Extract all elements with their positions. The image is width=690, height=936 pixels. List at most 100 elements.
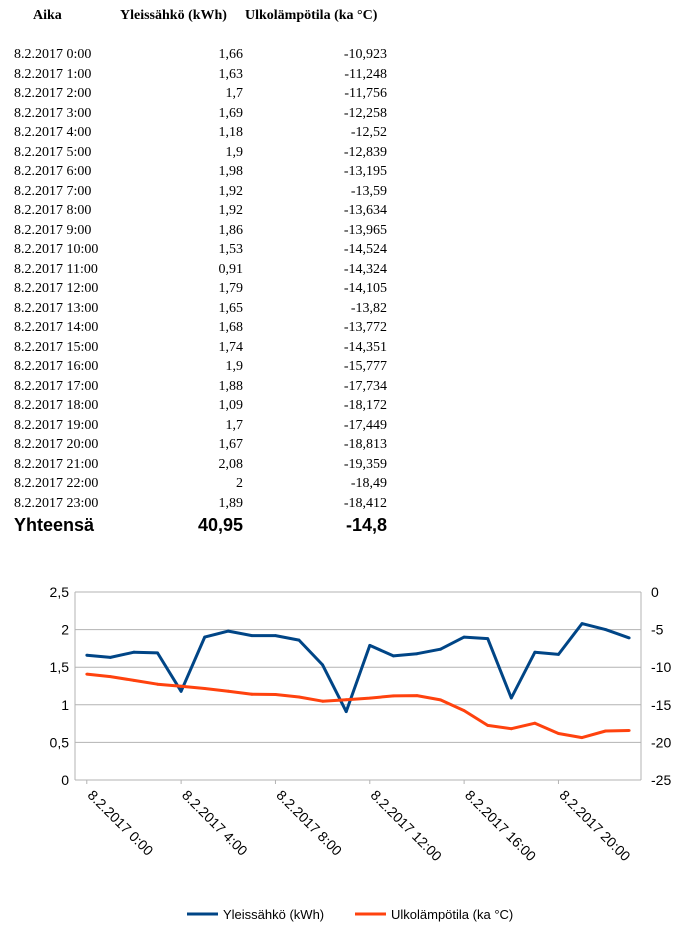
row-temp: -13,634 (343, 203, 387, 218)
row-time: 8.2.2017 2:00 (14, 86, 92, 101)
x-tick-label: 8.2.2017 20:00 (556, 787, 634, 865)
table-row: 8.2.2017 16:00 1,9 -15,777 (0, 359, 690, 378)
data-point (321, 699, 324, 703)
row-kwh: 1,92 (218, 203, 244, 218)
table-row: 8.2.2017 10:00 1,53 -14,524 (0, 242, 690, 261)
x-tick-label: 8.2.2017 8:00 (273, 787, 345, 859)
header-time: Aika (33, 8, 62, 23)
data-point (274, 693, 277, 696)
row-temp: -11,248 (344, 66, 387, 82)
row-temp: -17,734 (343, 378, 387, 394)
data-point (85, 672, 89, 676)
line-chart: 0 0,5 1 1,5 2 2,5 -25 -20 -15 -10 -5 0 8.2.2017 0:… (50, 584, 672, 922)
row-temp: -17,449 (343, 417, 387, 433)
data-point (274, 634, 277, 637)
row-temp: -18,49 (350, 476, 387, 491)
data-point (580, 622, 584, 625)
row-temp: -13,59 (350, 183, 387, 199)
row-time: 8.2.2017 4:00 (14, 125, 92, 140)
row-temp: -13,965 (343, 222, 387, 238)
row-kwh: 1,69 (218, 105, 244, 121)
x-tick-label: 8.2.2017 16:00 (462, 787, 540, 865)
row-time: 8.2.2017 9:00 (14, 222, 92, 238)
legend-label-temp: Ulkolämpötila (ka °C) (391, 907, 513, 922)
row-time: 8.2.2017 1:00 (14, 66, 92, 82)
row-temp: -14,351 (343, 339, 387, 355)
data-point (533, 650, 537, 654)
data-point (203, 687, 207, 690)
data-point (604, 628, 607, 631)
row-temp: -13,82 (350, 300, 387, 316)
table-row: 8.2.2017 4:00 1,18 -12,52 (0, 125, 690, 144)
data-point (509, 696, 513, 700)
row-time: 8.2.2017 20:00 (14, 437, 99, 452)
row-kwh: 1,67 (218, 437, 244, 452)
row-temp: -14,524 (343, 242, 387, 257)
data-point (344, 710, 348, 713)
left-tick-label: 1,5 (50, 659, 70, 675)
row-kwh: 1,9 (225, 144, 244, 160)
total-temp: -14,8 (345, 515, 387, 535)
table-row: 8.2.2017 20:00 1,67 -18,813 (0, 437, 690, 456)
data-point (297, 695, 301, 699)
row-time: 8.2.2017 10:00 (14, 242, 99, 257)
data-point (533, 721, 537, 725)
header-kwh: Yleissähkö (kWh) (120, 8, 227, 23)
left-axis-ticks: 0 0,5 1 1,5 2 2,5 (50, 584, 70, 788)
row-temp: -19,359 (343, 456, 387, 472)
x-tick-label: 8.2.2017 12:00 (368, 787, 446, 865)
data-point (132, 650, 136, 654)
data-point (344, 698, 348, 702)
row-kwh: 1,74 (218, 339, 244, 355)
row-time: 8.2.2017 6:00 (14, 164, 92, 179)
row-temp: -13,772 (343, 320, 387, 335)
table-row: 8.2.2017 14:00 1,68 -13,772 (0, 320, 690, 339)
row-kwh: 1,65 (218, 300, 244, 316)
row-kwh: 2,08 (218, 456, 244, 472)
x-axis-ticks: 8.2.2017 0:00 8.2.2017 4:00 8.2.2017 8:00 8… (85, 787, 634, 865)
row-temp: -14,324 (343, 261, 387, 277)
x-tick-label: 8.2.2017 4:00 (179, 787, 251, 859)
row-kwh: 1,88 (218, 378, 244, 394)
left-tick-label: 1 (61, 697, 69, 713)
row-time: 8.2.2017 23:00 (14, 495, 99, 511)
row-time: 8.2.2017 14:00 (14, 320, 99, 335)
total-label: Yhteensä (14, 515, 95, 535)
table-row: 8.2.2017 8:00 1,92 -13,634 (0, 203, 690, 222)
table-row: 8.2.2017 1:00 1,63 -11,248 (0, 67, 690, 86)
row-temp: -11,756 (344, 86, 387, 101)
row-kwh: 1,86 (218, 222, 244, 238)
row-time: 8.2.2017 21:00 (14, 456, 99, 472)
row-kwh: 1,98 (218, 164, 244, 179)
table-row: 8.2.2017 12:00 1,79 -14,105 (0, 281, 690, 300)
series-line-temp (86, 672, 630, 740)
row-kwh: 1,79 (218, 281, 244, 296)
data-point (179, 684, 183, 688)
header-temp: Ulkolämpötila (ka °C) (245, 8, 378, 23)
row-time: 8.2.2017 5:00 (14, 144, 92, 160)
data-point (132, 679, 136, 682)
row-temp: -18,172 (343, 398, 387, 413)
row-kwh: 1,53 (218, 242, 244, 257)
table-row: 8.2.2017 6:00 1,98 -13,195 (0, 164, 690, 183)
row-kwh: 1,09 (218, 398, 244, 413)
row-kwh: 1,89 (218, 495, 244, 511)
table-row: 8.2.2017 15:00 1,74 -14,351 (0, 340, 690, 359)
data-point (509, 727, 513, 731)
data-point (85, 653, 89, 657)
right-tick-label: -15 (651, 697, 671, 713)
right-tick-label: -20 (651, 734, 671, 750)
table-row: 8.2.2017 7:00 1,92 -13,59 (0, 184, 690, 203)
row-time: 8.2.2017 19:00 (14, 417, 99, 433)
data-point (580, 736, 584, 739)
row-kwh: 1,9 (225, 359, 244, 374)
table-row: 8.2.2017 21:00 2,08 -19,359 (0, 457, 690, 476)
row-kwh: 1,66 (218, 47, 244, 62)
row-time: 8.2.2017 17:00 (14, 378, 99, 394)
data-point (203, 635, 207, 639)
row-kwh: 1,7 (225, 86, 244, 101)
chart-legend: Yleissähkö (kWh) Ulkolämpötila (ka °C) (187, 907, 513, 922)
right-tick-label: 0 (651, 584, 659, 600)
data-point (109, 656, 112, 659)
table-row: 8.2.2017 19:00 1,7 -17,449 (0, 418, 690, 437)
